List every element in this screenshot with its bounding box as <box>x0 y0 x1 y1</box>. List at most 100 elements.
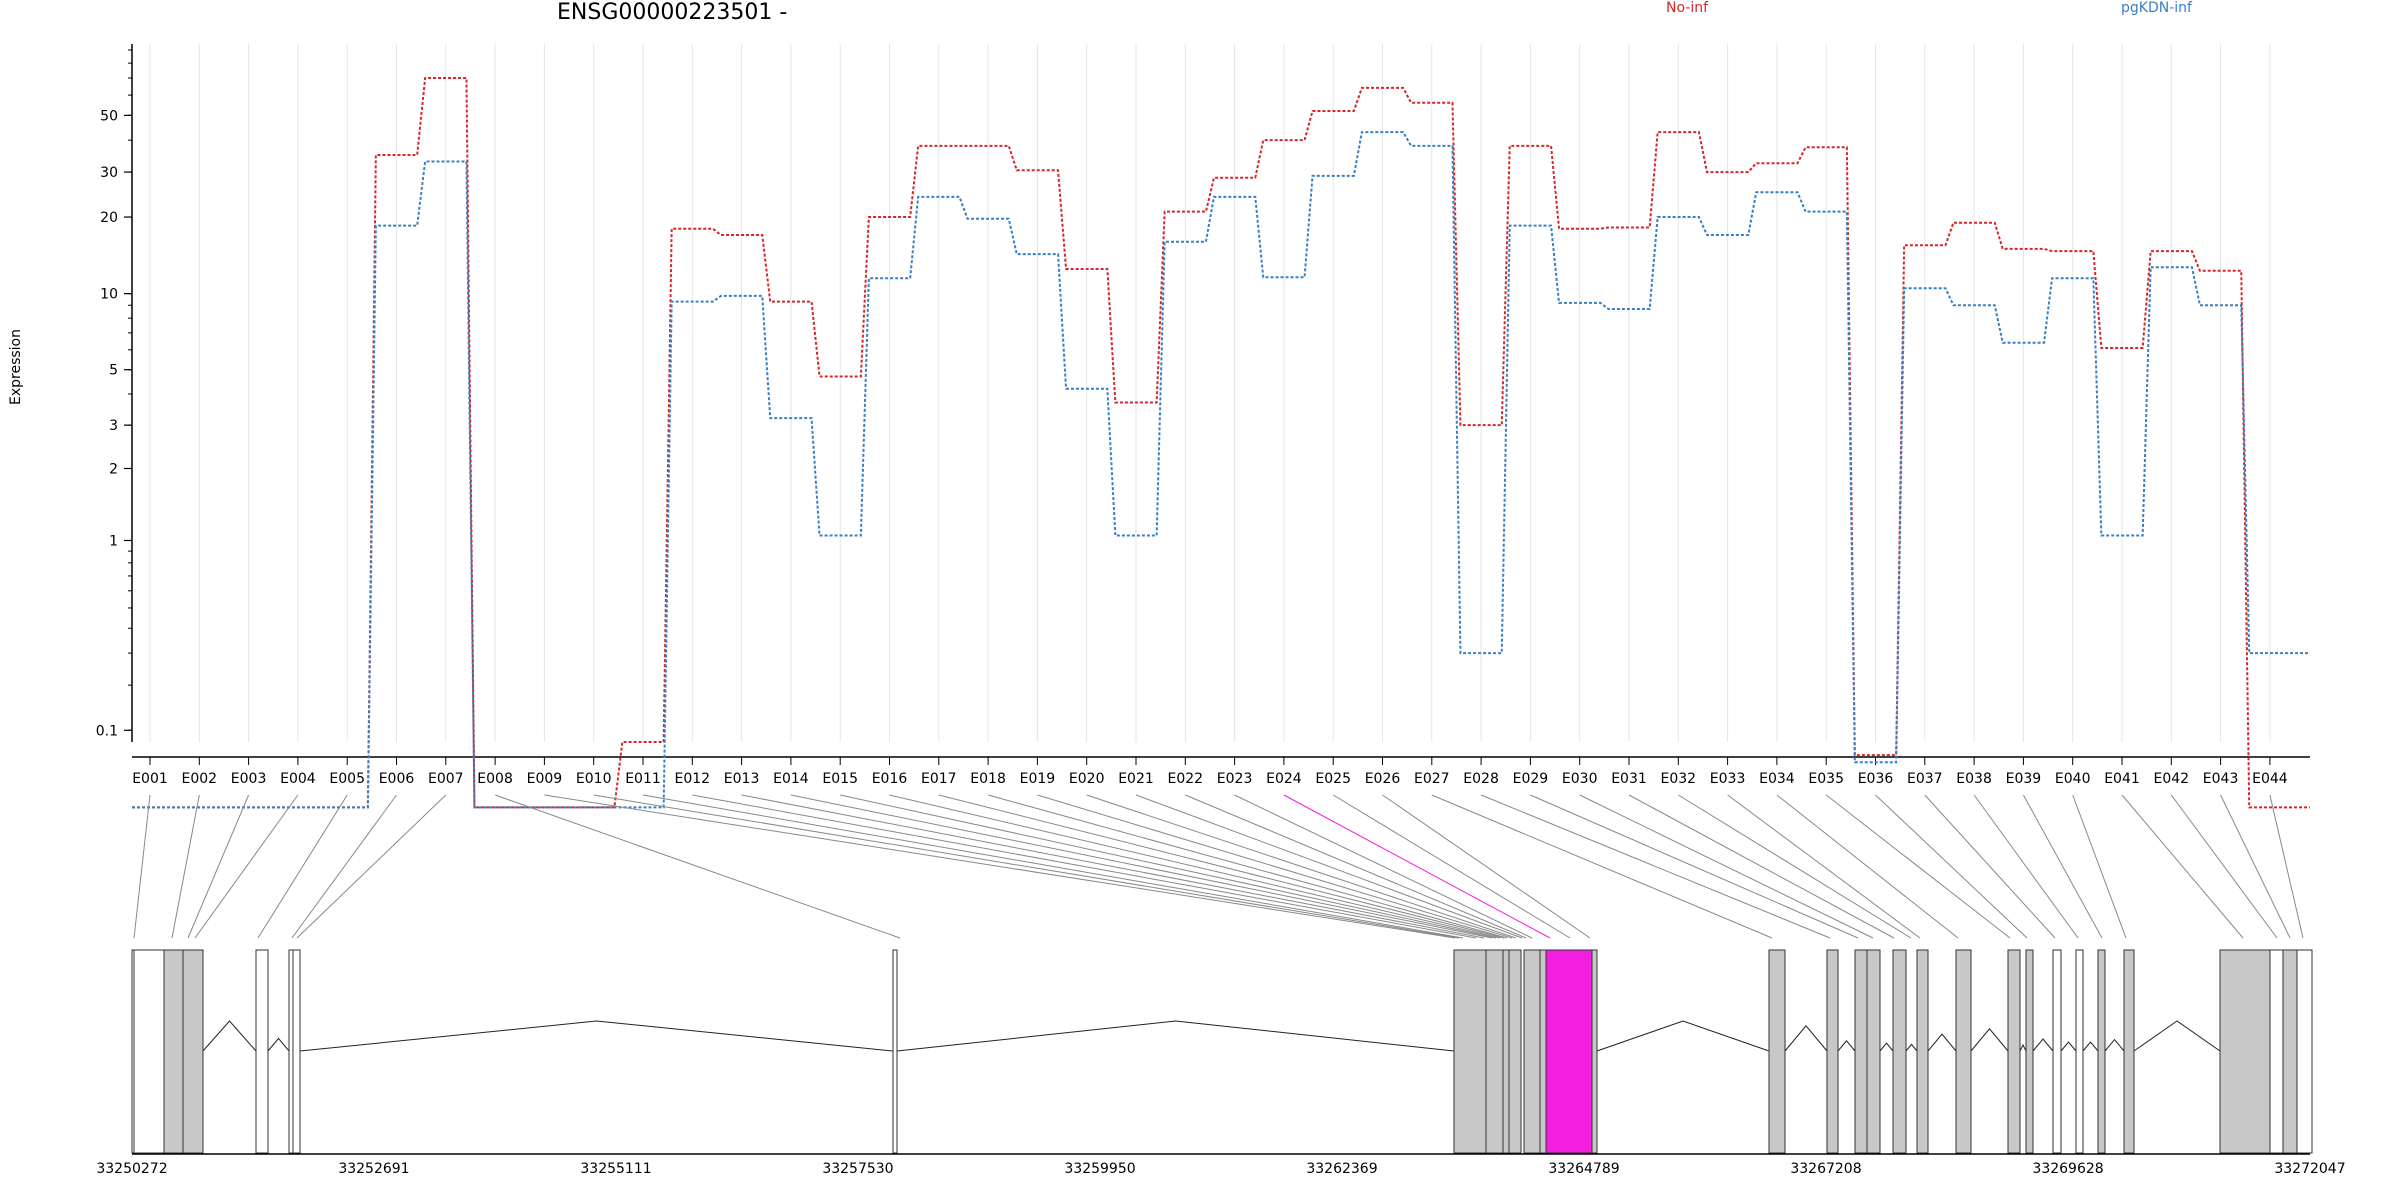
x-tick-label: E008 <box>477 771 513 787</box>
x-tick-label: E032 <box>1661 771 1697 787</box>
exon-box <box>1485 949 1504 1154</box>
x-tick-label: E006 <box>379 771 415 787</box>
x-tick-label: E011 <box>625 771 661 787</box>
exon-connector <box>194 794 299 939</box>
exon-connector <box>938 794 1505 939</box>
x-tick-label: E014 <box>773 771 809 787</box>
coord-tick-label: 33259950 <box>1064 1161 1135 1177</box>
exon-connector <box>2022 794 2103 939</box>
exon-connector <box>1678 794 1912 939</box>
exon-connector <box>2121 794 2244 939</box>
x-tick-label: E024 <box>1266 771 1302 787</box>
exon-connector <box>1924 794 2056 939</box>
exon-connector <box>1480 794 1831 939</box>
intron-line <box>1837 1040 1856 1052</box>
exon-connector <box>1431 794 1773 939</box>
exon-connector <box>187 794 250 939</box>
y-tick-label: 1 <box>109 533 118 549</box>
exon-connector <box>171 794 200 939</box>
coord-tick-label: 33267208 <box>1790 1161 1861 1177</box>
series-lines <box>132 76 2310 809</box>
x-tick-label: E035 <box>1808 771 1844 787</box>
exon-box <box>2282 949 2298 1154</box>
x-tick-label: E003 <box>231 771 267 787</box>
exon-connector <box>593 794 1460 939</box>
intron-line <box>1905 1043 1918 1052</box>
exon-connector <box>1332 794 1571 939</box>
x-tick-label: E009 <box>527 771 563 787</box>
x-tick-label: E040 <box>2055 771 2091 787</box>
y-axis: 0.1 1 2 3 5 10 20 30 50 <box>96 44 133 742</box>
x-tick-label: E041 <box>2104 771 2140 787</box>
x-tick-label: E043 <box>2203 771 2239 787</box>
y-tick-label: 20 <box>100 210 118 226</box>
x-tick-label: E027 <box>1414 771 1450 787</box>
x-tick-label: E018 <box>970 771 1006 787</box>
x-tick-label: E031 <box>1611 771 1647 787</box>
x-tick-label: E023 <box>1217 771 1253 787</box>
intron-line <box>2019 1043 2027 1052</box>
intron-line <box>267 1037 290 1052</box>
exon-connector <box>494 794 901 939</box>
y-tick-label: 50 <box>100 108 118 124</box>
legend-pgkdn-inf: pgKDN-inf <box>2121 0 2192 16</box>
y-tick-label: 30 <box>100 165 118 181</box>
exon-box <box>2296 949 2313 1154</box>
x-tick-label: E015 <box>822 771 858 787</box>
intron-line <box>2104 1038 2125 1052</box>
y-tick-label: 0.1 <box>96 723 118 739</box>
intron-line <box>1596 1020 1770 1052</box>
exon-connector <box>1579 794 1874 939</box>
intron-line <box>1879 1042 1894 1052</box>
coord-tick-label: 33264789 <box>1548 1161 1619 1177</box>
coord-tick-label: 33255111 <box>580 1161 651 1177</box>
x-tick-label: E029 <box>1513 771 1549 787</box>
x-tick-label: E038 <box>1956 771 1992 787</box>
intron-line <box>2082 1041 2099 1052</box>
x-tick-label: E002 <box>182 771 218 787</box>
exon-box <box>2025 949 2034 1154</box>
exon-box <box>2075 949 2084 1154</box>
x-tick-label: E020 <box>1069 771 1105 787</box>
exon-box <box>255 949 269 1154</box>
x-tick-label: E005 <box>329 771 365 787</box>
exon-connector <box>257 794 348 939</box>
series-line <box>132 131 2310 809</box>
exon-box <box>133 949 165 1154</box>
gene-model <box>131 949 2313 1154</box>
exon-connector <box>692 794 1477 939</box>
exon-connector <box>1825 794 2011 939</box>
x-tick-label: E036 <box>1858 771 1894 787</box>
exon-connector <box>889 794 1501 939</box>
intron-line <box>896 1020 1455 1052</box>
exon-box <box>1892 949 1907 1154</box>
coord-tick-label: 33269628 <box>2032 1161 2103 1177</box>
coord-tick-label: 33257530 <box>822 1161 893 1177</box>
exon-connector <box>840 794 1497 939</box>
x-tick-label: E028 <box>1463 771 1499 787</box>
x-axis: E001 E002 E003 E004 E005 E006 E007 E008 E009 E010… <box>132 756 2310 787</box>
chart-title: ENSG00000223501 - <box>557 0 788 25</box>
x-tick-label: E042 <box>2154 771 2190 787</box>
x-tick-label: E019 <box>1020 771 1056 787</box>
y-tick-label: 3 <box>109 418 118 434</box>
exon-connector <box>741 794 1485 939</box>
exon-connector <box>1628 794 1895 939</box>
exon-connector <box>790 794 1493 939</box>
exon-box <box>892 949 898 1154</box>
exon-box <box>292 949 301 1154</box>
exon-connector <box>1727 794 1921 939</box>
x-tick-label: E030 <box>1562 771 1598 787</box>
x-tick-label: E021 <box>1118 771 1154 787</box>
exon-connector <box>1776 794 1959 939</box>
coordinate-axis: 33250272 33252691 33255111 33257530 33259950… <box>96 1153 2346 1177</box>
intron-line <box>2133 1020 2221 1052</box>
exon-box <box>1508 949 1522 1154</box>
intron-line <box>1970 1028 2009 1052</box>
legend-no-inf: No-inf <box>1666 0 1709 16</box>
x-tick-label: E013 <box>724 771 760 787</box>
x-tick-label: E037 <box>1907 771 1943 787</box>
exon-box <box>182 949 204 1154</box>
exon-connector <box>1037 794 1513 939</box>
